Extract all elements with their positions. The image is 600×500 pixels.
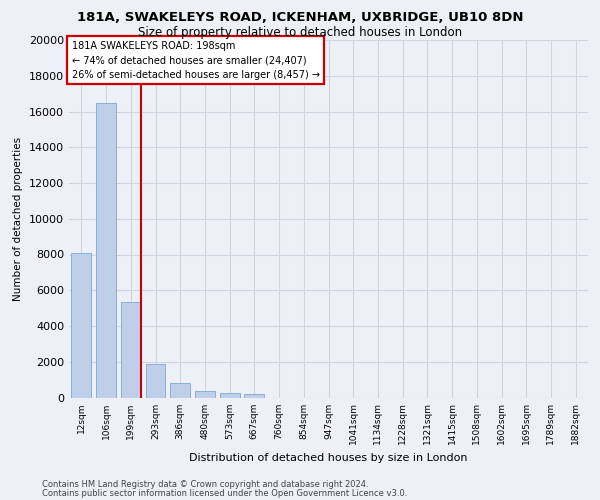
Bar: [71, 252, 91, 398]
Text: 181A, SWAKELEYS ROAD, ICKENHAM, UXBRIDGE, UB10 8DN: 181A, SWAKELEYS ROAD, ICKENHAM, UXBRIDGE…: [77, 11, 523, 24]
Y-axis label: Number of detached properties: Number of detached properties: [13, 136, 23, 301]
Bar: [121, 302, 140, 398]
Bar: [244, 394, 264, 398]
Bar: [170, 383, 190, 398]
Text: Contains HM Land Registry data © Crown copyright and database right 2024.: Contains HM Land Registry data © Crown c…: [42, 480, 368, 489]
Bar: [220, 392, 239, 398]
Bar: [96, 102, 116, 398]
Bar: [195, 392, 215, 398]
Text: Size of property relative to detached houses in London: Size of property relative to detached ho…: [138, 26, 462, 39]
X-axis label: Distribution of detached houses by size in London: Distribution of detached houses by size …: [189, 453, 468, 463]
Text: Contains public sector information licensed under the Open Government Licence v3: Contains public sector information licen…: [42, 489, 407, 498]
Text: 181A SWAKELEYS ROAD: 198sqm
← 74% of detached houses are smaller (24,407)
26% of: 181A SWAKELEYS ROAD: 198sqm ← 74% of det…: [71, 40, 320, 80]
Bar: [146, 364, 166, 398]
